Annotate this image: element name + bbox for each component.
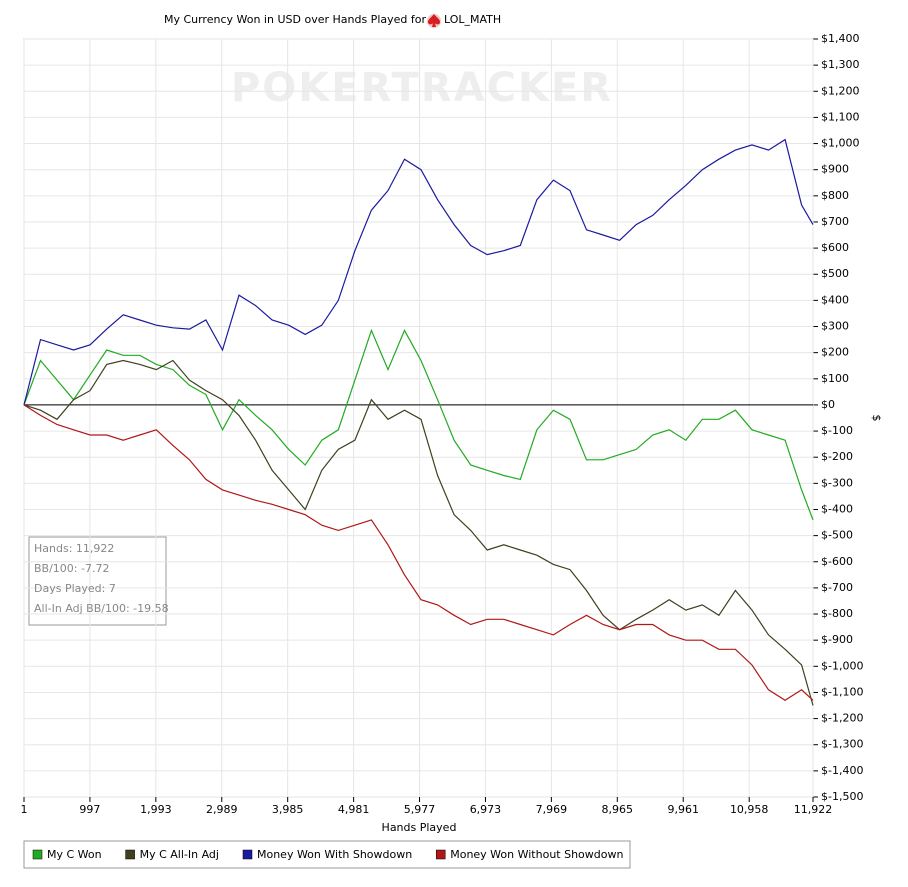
y-tick-label: $400 [821, 293, 849, 306]
legend-label: Money Won With Showdown [257, 848, 412, 861]
y-tick-label: $-1,200 [821, 712, 863, 725]
legend-label: My C All-In Adj [140, 848, 219, 861]
player-name: LOL_MATH [444, 13, 501, 26]
x-tick-label: 9,961 [667, 803, 699, 816]
y-tick-label: $900 [821, 163, 849, 176]
legend-box [23, 840, 631, 869]
x-tick-label: 2,989 [206, 803, 238, 816]
x-tick-label: 1 [21, 803, 28, 816]
y-tick-label: $-1,000 [821, 659, 863, 672]
series-line [23, 404, 814, 702]
x-axis-label: Hands Played [382, 821, 457, 834]
x-tick-label: 5,977 [404, 803, 436, 816]
spade-icon [427, 14, 441, 28]
stat-line: Days Played: 7 [34, 582, 116, 595]
x-tick-label: 8,965 [602, 803, 634, 816]
legend-swatch [32, 849, 43, 860]
y-tick-label: $1,200 [821, 84, 860, 97]
y-tick-label: $-300 [821, 476, 853, 489]
y-tick-label: $800 [821, 189, 849, 202]
stat-line: BB/100: -7.72 [34, 562, 109, 575]
x-tick-label: 3,985 [272, 803, 304, 816]
x-tick-label: 7,969 [536, 803, 568, 816]
x-tick-label: 10,958 [730, 803, 769, 816]
y-tick-label: $200 [821, 346, 849, 359]
y-tick-label: $-500 [821, 529, 853, 542]
y-tick-label: $-400 [821, 502, 853, 515]
y-tick-label: $-600 [821, 555, 853, 568]
y-tick-label: $1,400 [821, 32, 860, 45]
y-tick-label: $1,300 [821, 58, 860, 71]
y-tick-label: $500 [821, 267, 849, 280]
x-tick-label: 11,922 [794, 803, 833, 816]
y-tick-label: $-1,500 [821, 790, 863, 803]
watermark: POKERTRACKER [231, 65, 613, 111]
stat-line: Hands: 11,922 [34, 542, 114, 555]
y-tick-label: $-700 [821, 581, 853, 594]
y-tick-label: $-100 [821, 424, 853, 437]
y-tick-label: $-1,300 [821, 738, 863, 751]
legend-swatch [435, 849, 446, 860]
y-tick-label: $700 [821, 215, 849, 228]
legend-label: My C Won [47, 848, 102, 861]
series-line [23, 359, 814, 706]
y-tick-label: $300 [821, 320, 849, 333]
y-tick-label: $0 [821, 398, 835, 411]
legend-swatch [125, 849, 135, 860]
y-tick-label: $600 [821, 241, 849, 254]
stats-box [28, 536, 167, 626]
y-tick-label: $100 [821, 372, 849, 385]
legend-swatch [242, 849, 253, 860]
legend-label: Money Won Without Showdown [450, 848, 623, 861]
chart-title: My Currency Won in USD over Hands Played… [164, 13, 427, 26]
y-tick-label: $-1,400 [821, 764, 863, 777]
x-tick-label: 6,973 [470, 803, 502, 816]
x-tick-label: 997 [79, 803, 100, 816]
series-line [23, 138, 814, 406]
stat-line: All-In Adj BB/100: -19.58 [34, 602, 169, 615]
y-axis-label: $ [870, 415, 883, 422]
y-tick-label: $-900 [821, 633, 853, 646]
series-line [23, 328, 814, 521]
y-tick-label: $-200 [821, 450, 853, 463]
x-tick-label: 1,993 [140, 803, 172, 816]
y-tick-label: $-800 [821, 607, 853, 620]
y-tick-label: $1,000 [821, 137, 860, 150]
x-tick-label: 4,981 [338, 803, 370, 816]
y-tick-label: $1,100 [821, 110, 860, 123]
y-tick-label: $-1,100 [821, 685, 863, 698]
